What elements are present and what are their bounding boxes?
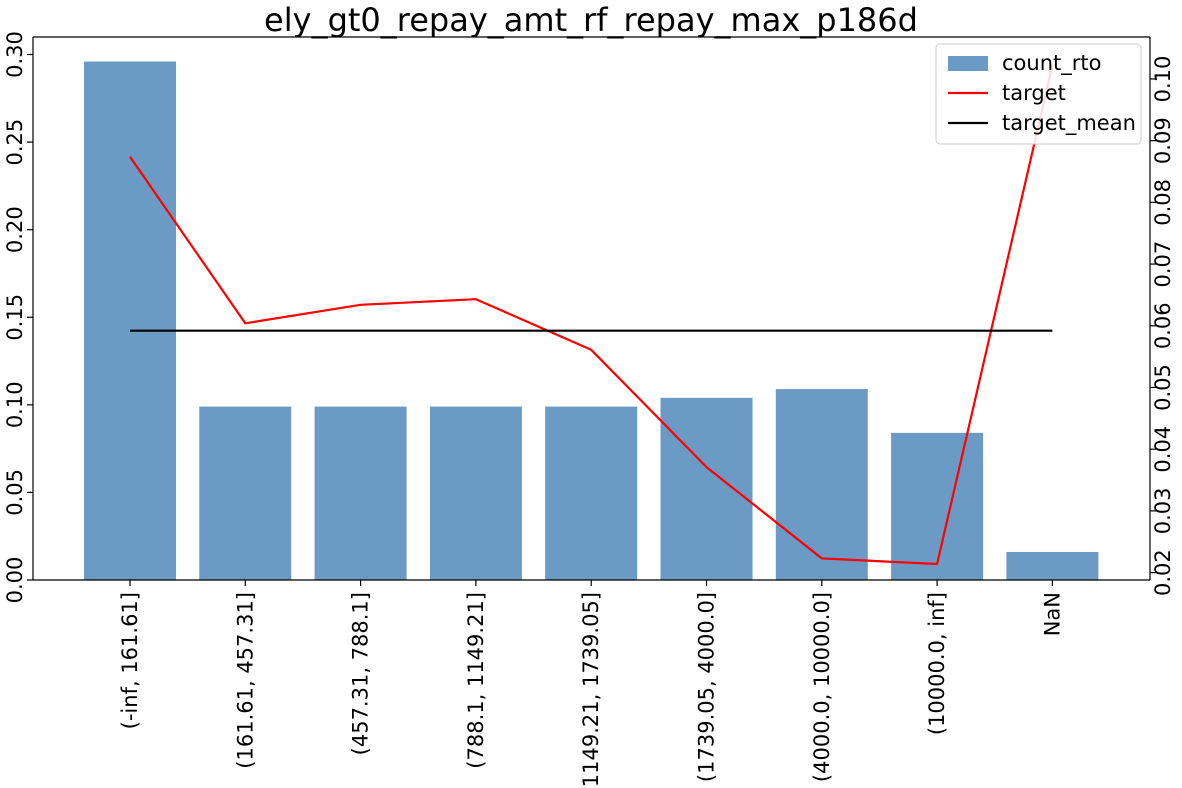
x-axis-ticks: (-inf, 161.61] (161.61, 457.31] (457.31, 7… (118, 580, 1064, 788)
left-tick-label-5: 0.25 (3, 119, 27, 166)
right-tick-label-5: 0.07 (1151, 241, 1175, 288)
x-tick-label-7: (10000.0, inf] (925, 592, 949, 735)
right-tick-label-2: 0.04 (1151, 426, 1175, 473)
right-tick-label-7: 0.09 (1151, 117, 1175, 164)
right-tick-label-1: 0.03 (1151, 488, 1175, 535)
legend-swatch-count_rto (948, 56, 988, 71)
bar-count_rto-5 (660, 397, 753, 580)
right-tick-label-4: 0.06 (1151, 302, 1175, 349)
x-tick-label-3: (788.1, 1149.21] (464, 592, 488, 769)
x-tick-label-8: NaN (1040, 592, 1064, 636)
right-tick-label-6: 0.08 (1151, 179, 1175, 226)
x-tick-label-0: (-inf, 161.61] (118, 592, 142, 729)
left-tick-label-6: 0.30 (3, 31, 27, 78)
right-axis-ticks: 0.02 0.03 0.04 0.05 0.06 0.07 0.08 0.09 0.10 (1150, 56, 1175, 596)
lines-layer (129, 65, 1054, 566)
bar-count_rto-6 (775, 389, 868, 580)
chart-title: ely_gt0_repay_amt_rf_repay_max_p186d (264, 1, 918, 39)
legend-label-target_mean: target_mean (1002, 111, 1136, 136)
x-tick-label-4: (1149.21, 1739.05] (579, 592, 603, 788)
left-tick-label-1: 0.05 (3, 469, 27, 516)
bar-count_rto-3 (429, 406, 522, 580)
right-tick-label-8: 0.10 (1151, 56, 1175, 103)
right-tick-label-3: 0.05 (1151, 364, 1175, 411)
bar-count_rto-7 (891, 432, 984, 580)
bar-count_rto-2 (314, 406, 407, 580)
bar-count_rto-8 (1006, 551, 1099, 580)
left-tick-label-3: 0.15 (3, 294, 27, 341)
left-tick-label-2: 0.10 (3, 381, 27, 428)
bar-count_rto-4 (545, 406, 638, 580)
left-tick-label-0: 0.00 (3, 557, 27, 604)
left-axis-ticks: 0.00 0.05 0.10 0.15 0.20 0.25 0.30 (3, 31, 33, 603)
right-tick-label-0: 0.02 (1151, 549, 1175, 596)
x-tick-label-1: (161.61, 457.31] (233, 592, 257, 769)
x-tick-label-6: (4000.0, 10000.0] (810, 592, 834, 782)
x-tick-label-2: (457.31, 788.1] (349, 592, 373, 755)
bar-count_rto-1 (199, 406, 292, 580)
left-tick-label-4: 0.20 (3, 206, 27, 253)
legend-label-target: target (1002, 81, 1066, 105)
bar-count_rto-0 (84, 61, 176, 580)
x-tick-label-5: (1739.05, 4000.0] (695, 592, 719, 782)
legend-label-count_rto: count_rto (1002, 51, 1101, 76)
line-target (129, 65, 1054, 566)
bars-layer (84, 61, 1099, 580)
